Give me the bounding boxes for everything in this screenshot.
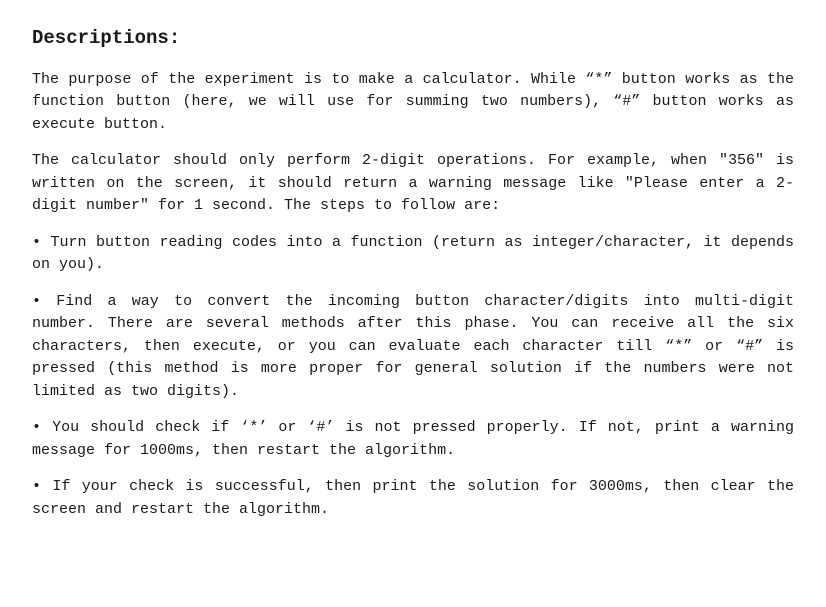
paragraph-intro-1: The purpose of the experiment is to make… bbox=[32, 69, 794, 137]
bullet-item-3: • You should check if ‘*’ or ‘#’ is not … bbox=[32, 417, 794, 462]
paragraph-intro-2: The calculator should only perform 2-dig… bbox=[32, 150, 794, 218]
bullet-dot-icon: • bbox=[32, 419, 41, 436]
bullet-dot-icon: • bbox=[32, 478, 41, 495]
bullet-dot-icon: • bbox=[32, 293, 41, 310]
bullet-text-2: Find a way to convert the incoming butto… bbox=[32, 293, 794, 400]
bullet-dot-icon: • bbox=[32, 234, 41, 251]
bullet-item-4: • If your check is successful, then prin… bbox=[32, 476, 794, 521]
bullet-text-3: You should check if ‘*’ or ‘#’ is not pr… bbox=[32, 419, 794, 459]
bullet-item-1: • Turn button reading codes into a funct… bbox=[32, 232, 794, 277]
bullet-item-2: • Find a way to convert the incoming but… bbox=[32, 291, 794, 404]
section-title: Descriptions: bbox=[32, 24, 794, 53]
bullet-text-1: Turn button reading codes into a functio… bbox=[32, 234, 794, 274]
bullet-text-4: If your check is successful, then print … bbox=[32, 478, 794, 518]
